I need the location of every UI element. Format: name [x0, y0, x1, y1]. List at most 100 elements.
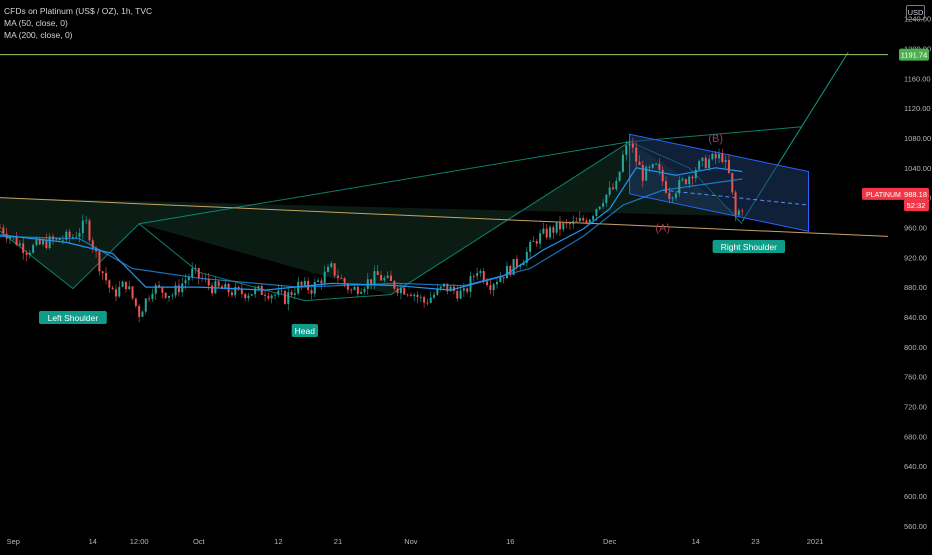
candle [386, 271, 389, 279]
candle [419, 294, 422, 302]
candle-body [449, 286, 452, 292]
head-label-bg [291, 324, 319, 337]
candle-body [230, 292, 233, 296]
candle [111, 285, 114, 290]
candle-body [105, 273, 108, 281]
candle-body [290, 292, 293, 295]
currency-button[interactable]: USD [906, 5, 925, 20]
candle [681, 176, 684, 183]
candle-body [688, 176, 691, 185]
candle [313, 278, 316, 298]
candle-body [343, 278, 346, 284]
candle-body [320, 280, 323, 284]
candle [32, 243, 35, 254]
candle-body [323, 271, 326, 284]
candle-body [389, 275, 392, 281]
candle [290, 289, 293, 298]
candle-body [8, 237, 11, 239]
candle [416, 291, 419, 303]
candles-layer [0, 137, 744, 323]
candle-body [572, 221, 575, 225]
candle-body [32, 245, 35, 253]
candle-body [628, 143, 631, 146]
indicator-ma50-label[interactable]: MA (50, close, 0) [4, 18, 68, 28]
candle [161, 286, 164, 299]
candle [734, 190, 737, 222]
symbol-title[interactable]: CFDs on Platinum (US$ / OZ), 1h, TVC [4, 6, 153, 16]
candle [539, 229, 542, 249]
candle [472, 273, 475, 282]
candle-body [416, 294, 419, 298]
time-tick-label: 12:00 [130, 537, 149, 546]
candle-body [234, 286, 237, 296]
candle-body [383, 277, 386, 281]
candle [270, 293, 273, 304]
time-tick-label: Sep [7, 537, 20, 546]
current-price-badge-bg [862, 187, 929, 200]
candle [558, 215, 561, 236]
indicator-ma200-label[interactable]: MA (200, close, 0) [4, 30, 73, 40]
candle-body [217, 281, 220, 287]
candle [496, 277, 499, 289]
candle-body [55, 238, 58, 240]
candle-body [502, 277, 505, 279]
candle [565, 218, 568, 229]
candle [532, 236, 535, 243]
candle [45, 233, 48, 250]
candle-body [15, 236, 18, 246]
candle-body [350, 289, 353, 291]
candle [628, 139, 631, 150]
candle-body [58, 238, 61, 241]
candle [141, 310, 144, 317]
candle [489, 278, 492, 295]
candle-body [88, 220, 91, 241]
candle [602, 199, 605, 209]
candle [148, 295, 151, 302]
candle-body [2, 227, 5, 234]
candle-body [18, 243, 21, 246]
candle [598, 206, 601, 211]
candle [502, 277, 505, 284]
candle [340, 274, 343, 279]
candle [525, 247, 528, 268]
candle [585, 218, 588, 225]
candle-body [724, 160, 727, 163]
candle [409, 292, 412, 297]
time-axis[interactable]: Sep 14 12:00 Oct 12 21 Nov 16 Dec 14 23 2021 [7, 537, 824, 546]
candle-body [691, 176, 694, 179]
candle [575, 217, 578, 222]
candle [399, 284, 402, 300]
price-tick-label: 1160.00 [904, 74, 931, 83]
candle-body [635, 147, 638, 162]
time-tick-label: 21 [334, 537, 342, 546]
candle [678, 176, 681, 197]
candle [108, 279, 111, 293]
left-shoulder-label: Left Shoulder [38, 311, 107, 324]
candle-body [532, 241, 535, 242]
left-shoulder-label-bg [38, 311, 107, 324]
candle-body [254, 288, 257, 295]
candle [320, 277, 323, 290]
candle-body [704, 157, 707, 169]
candle [323, 265, 326, 287]
candle [114, 284, 117, 302]
candle [479, 268, 482, 278]
candle [280, 285, 283, 294]
candle-body [608, 187, 611, 195]
candle [542, 222, 545, 235]
time-tick-label: 2021 [807, 537, 824, 546]
candle [389, 270, 392, 282]
candle [81, 214, 84, 239]
time-tick-label: 23 [751, 537, 759, 546]
candle [505, 261, 508, 279]
candle [509, 264, 512, 277]
candle-body [489, 285, 492, 291]
candle [423, 295, 426, 308]
candle-body [665, 181, 667, 193]
candle-body [244, 293, 247, 299]
candle-body [645, 166, 648, 181]
candle-body [42, 239, 45, 245]
candle-body [592, 216, 595, 220]
